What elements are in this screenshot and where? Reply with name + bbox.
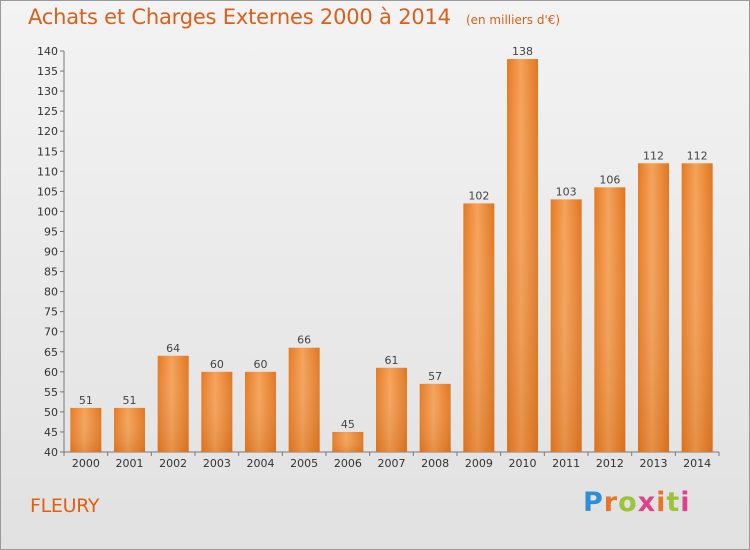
y-tick-label: 75: [44, 306, 58, 319]
x-tick-label: 2008: [421, 457, 449, 470]
y-axis: 40 45 50 55 60 65 70 75 80 85 90 95 100 105 110 115 120 1…: [37, 45, 65, 459]
x-tick-label: 2011: [552, 457, 580, 470]
data-label: 60: [254, 358, 268, 371]
bar-shade-2009: [463, 203, 495, 452]
data-label: 64: [166, 342, 180, 355]
y-tick-label: 115: [37, 145, 58, 158]
data-label: 112: [643, 149, 664, 162]
data-label: 57: [428, 370, 442, 383]
y-tick-label: 130: [37, 85, 58, 98]
x-tick-label: 2004: [247, 457, 275, 470]
data-label: 51: [123, 394, 137, 407]
bar-shade-2010: [507, 59, 538, 453]
y-tick-label: 140: [37, 45, 58, 58]
y-tick-label: 105: [37, 185, 58, 198]
data-label: 60: [210, 358, 224, 371]
y-tick-label: 95: [44, 225, 58, 238]
data-labels: 51 51 64 60 60 66 45 61 57 102 138 103 106 112 112: [79, 45, 708, 431]
bar-shade-2001: [114, 407, 145, 452]
bar-shade-2003: [201, 371, 233, 452]
x-axis: 2000 2001 2002 2003 2004 2005 2006 2007 2008 2009…: [63, 451, 720, 470]
data-label: 102: [468, 189, 489, 202]
x-tick-label: 2002: [159, 457, 187, 470]
y-tick-label: 50: [44, 406, 58, 419]
bar-shade-2012: [594, 187, 626, 452]
y-tick-label: 90: [44, 246, 58, 259]
data-label: 61: [385, 354, 399, 367]
data-label: 138: [512, 45, 533, 58]
x-tick-label: 2007: [378, 457, 406, 470]
y-tick-label: 55: [44, 386, 58, 399]
x-tick-label: 2003: [203, 457, 231, 470]
title-row: Achats et Charges Externes 2000 à 2014 (…: [28, 5, 560, 29]
x-tick-label: 2013: [640, 457, 668, 470]
x-tick-label: 2012: [596, 457, 624, 470]
chart-unit: (en milliers d'€): [465, 13, 561, 27]
x-tick-label: 2010: [509, 457, 537, 470]
y-tick-label: 45: [44, 426, 58, 439]
y-tick-label: 135: [37, 65, 58, 78]
data-label: 112: [687, 149, 708, 162]
y-tick-label: 80: [44, 286, 58, 299]
bar-shade-2000: [70, 407, 102, 452]
bar-shade-2007: [376, 367, 407, 452]
y-tick-label: 40: [44, 446, 58, 459]
bar-shade-2013: [638, 163, 669, 452]
bar-shade-2006: [332, 431, 364, 452]
x-tick-label: 2000: [72, 457, 100, 470]
location-label: FLEURY: [30, 495, 100, 517]
bar-shade-2014: [681, 163, 713, 452]
x-tick-label: 2005: [290, 457, 318, 470]
y-tick-label: 85: [44, 266, 58, 279]
bar-shade-2008: [419, 383, 451, 452]
x-tick-label: 2001: [116, 457, 144, 470]
data-label: 103: [556, 185, 577, 198]
y-tick-label: 120: [37, 125, 58, 138]
chart-title: Achats et Charges Externes 2000 à 2014: [28, 5, 451, 29]
bar-shade-2002: [157, 355, 189, 452]
x-tick-label: 2006: [334, 457, 362, 470]
x-tick-label: 2009: [465, 457, 493, 470]
data-label: 51: [79, 394, 93, 407]
y-tick-label: 70: [44, 326, 58, 339]
bars: [70, 59, 713, 453]
y-tick-label: 100: [37, 205, 58, 218]
x-tick-label: 2014: [683, 457, 711, 470]
data-label: 45: [341, 418, 355, 431]
bar-shade-2004: [245, 371, 276, 452]
data-label: 66: [297, 334, 311, 347]
y-tick-label: 65: [44, 346, 58, 359]
bar-shade-2005: [288, 347, 320, 452]
proxiti-logo: Proxiti: [583, 487, 691, 518]
y-tick-label: 60: [44, 366, 58, 379]
data-label: 106: [599, 173, 620, 186]
y-tick-label: 110: [37, 165, 58, 178]
y-tick-label: 125: [37, 105, 58, 118]
bar-shade-2011: [550, 199, 582, 452]
